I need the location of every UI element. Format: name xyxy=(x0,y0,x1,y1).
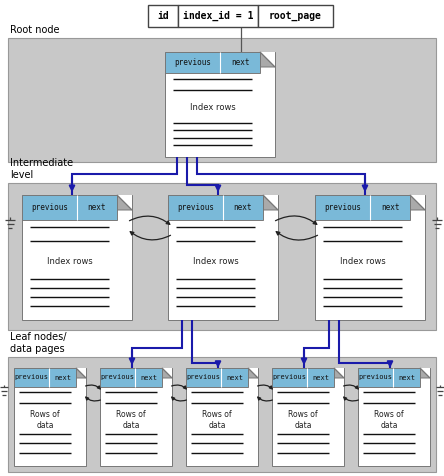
Bar xyxy=(272,368,334,387)
Text: next: next xyxy=(231,58,249,67)
Polygon shape xyxy=(248,368,258,378)
Text: Rows of
data: Rows of data xyxy=(116,410,146,429)
Text: next: next xyxy=(381,203,399,212)
Bar xyxy=(315,195,425,320)
Polygon shape xyxy=(260,52,275,67)
Polygon shape xyxy=(162,368,172,378)
Bar xyxy=(8,183,436,330)
Polygon shape xyxy=(334,368,344,378)
Text: previous: previous xyxy=(100,375,135,380)
Text: previous: previous xyxy=(31,203,68,212)
Text: Index rows: Index rows xyxy=(190,103,235,112)
Polygon shape xyxy=(410,195,425,210)
Polygon shape xyxy=(260,52,275,67)
Bar xyxy=(178,5,258,27)
Text: next: next xyxy=(54,375,71,380)
Bar xyxy=(272,368,334,387)
Text: root_page: root_page xyxy=(269,11,322,21)
Bar xyxy=(358,368,430,466)
Bar xyxy=(165,52,275,157)
Text: previous: previous xyxy=(15,375,48,380)
Bar xyxy=(14,368,76,387)
Polygon shape xyxy=(263,195,278,210)
Polygon shape xyxy=(162,368,172,378)
Bar xyxy=(22,195,117,220)
Bar xyxy=(168,195,263,220)
Text: index_id = 1: index_id = 1 xyxy=(183,11,253,21)
Text: previous: previous xyxy=(177,203,214,212)
Polygon shape xyxy=(248,368,258,378)
Bar xyxy=(165,52,260,73)
Bar xyxy=(165,52,260,73)
Text: Intermediate
level: Intermediate level xyxy=(10,159,73,180)
Bar xyxy=(358,368,420,387)
Bar xyxy=(186,368,248,387)
Text: Index rows: Index rows xyxy=(47,257,92,266)
Polygon shape xyxy=(334,368,344,378)
Text: next: next xyxy=(312,375,329,380)
Text: next: next xyxy=(234,203,252,212)
Text: previous: previous xyxy=(358,375,392,380)
Bar xyxy=(258,5,333,27)
Bar xyxy=(100,368,162,387)
Bar xyxy=(100,368,162,387)
Polygon shape xyxy=(76,368,86,378)
Bar xyxy=(168,195,278,320)
Bar xyxy=(186,368,258,466)
Text: Rows of
data: Rows of data xyxy=(30,410,60,429)
Text: Rows of
data: Rows of data xyxy=(374,410,404,429)
Bar xyxy=(22,195,117,220)
Bar xyxy=(14,368,76,387)
Polygon shape xyxy=(420,368,430,378)
Bar xyxy=(14,368,86,466)
Bar xyxy=(358,368,420,387)
Bar xyxy=(8,357,436,472)
Polygon shape xyxy=(263,195,278,210)
Text: next: next xyxy=(140,375,157,380)
Text: Index rows: Index rows xyxy=(340,257,385,266)
Text: previous: previous xyxy=(273,375,306,380)
Bar xyxy=(315,195,410,220)
Polygon shape xyxy=(410,195,425,210)
Text: previous: previous xyxy=(174,58,211,67)
Bar xyxy=(8,38,436,162)
Polygon shape xyxy=(117,195,132,210)
Bar xyxy=(22,195,132,320)
Text: Index rows: Index rows xyxy=(193,257,238,266)
Text: previous: previous xyxy=(324,203,361,212)
Bar xyxy=(148,5,178,27)
Text: next: next xyxy=(226,375,243,380)
Text: Rows of
data: Rows of data xyxy=(202,410,232,429)
Text: previous: previous xyxy=(186,375,221,380)
Bar xyxy=(186,368,248,387)
Text: next: next xyxy=(88,203,106,212)
Text: Root node: Root node xyxy=(10,25,59,35)
Polygon shape xyxy=(76,368,86,378)
Polygon shape xyxy=(117,195,132,210)
Text: id: id xyxy=(157,11,169,21)
Text: Leaf nodes/
data pages: Leaf nodes/ data pages xyxy=(10,332,67,354)
Bar xyxy=(315,195,410,220)
Bar xyxy=(272,368,344,466)
Polygon shape xyxy=(420,368,430,378)
Text: next: next xyxy=(398,375,415,380)
Text: Rows of
data: Rows of data xyxy=(288,410,318,429)
Bar xyxy=(168,195,263,220)
Bar xyxy=(100,368,172,466)
